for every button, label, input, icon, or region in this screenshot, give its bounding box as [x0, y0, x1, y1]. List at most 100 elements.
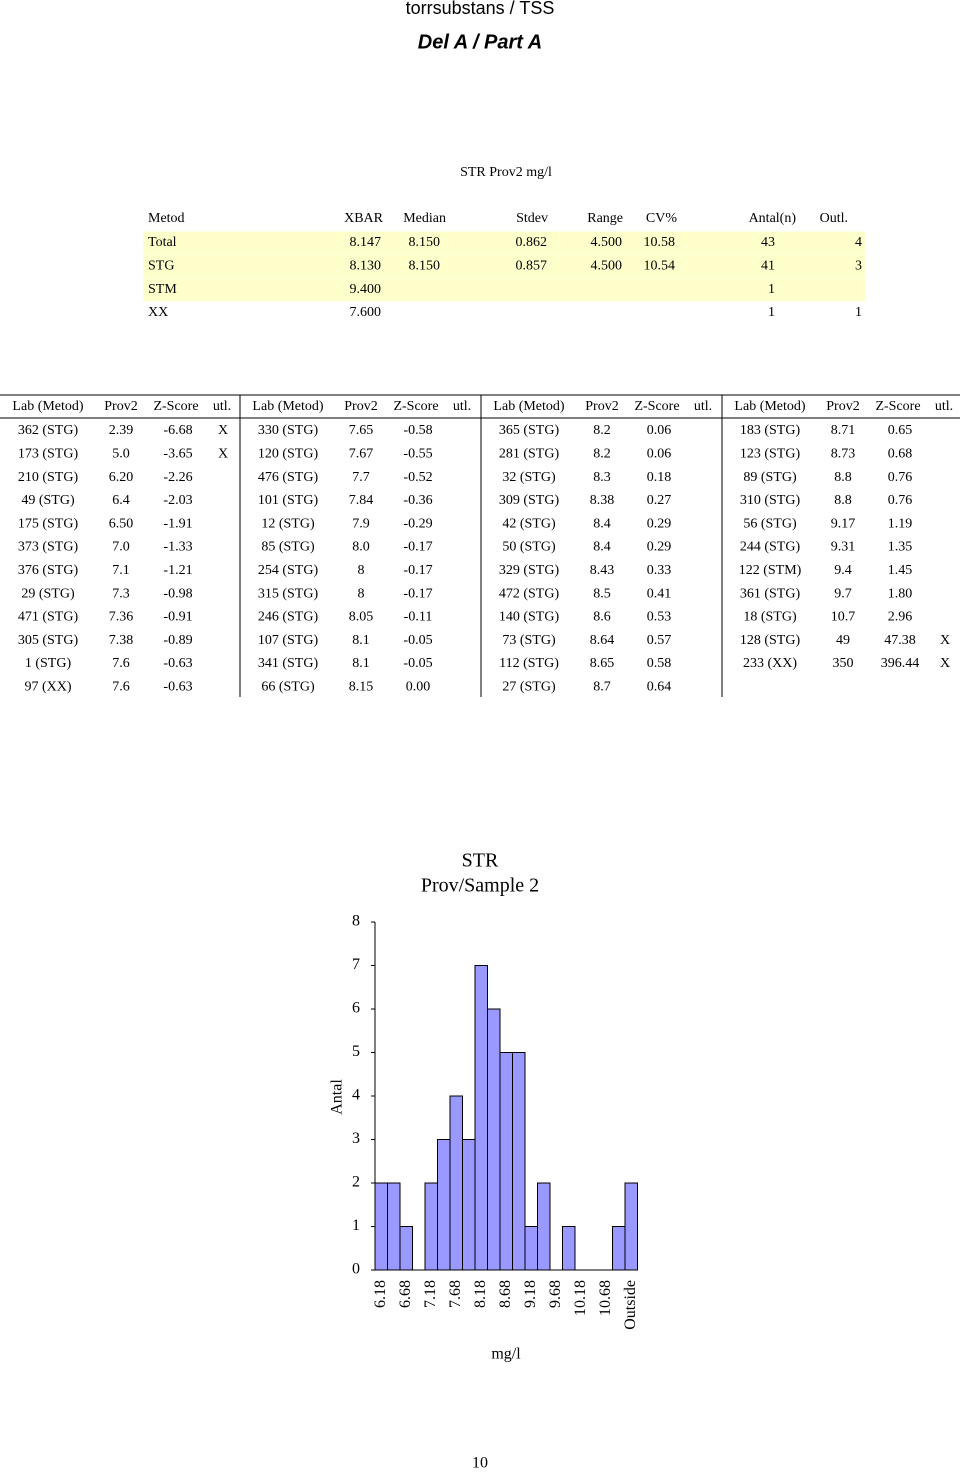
- bar: [562, 1226, 576, 1271]
- table-cell: 8.1: [352, 656, 370, 671]
- table-cell: 41: [761, 259, 775, 274]
- table-cell: 0.57: [647, 633, 672, 648]
- column-header: Antal(n): [749, 211, 797, 226]
- table-cell: 7.9: [352, 516, 370, 531]
- table-cell: -0.63: [163, 656, 192, 671]
- table-cell: 73 (STG): [502, 633, 556, 648]
- x-tick-label: 7.18: [422, 1280, 439, 1308]
- table-cell: 1.19: [888, 516, 913, 531]
- bar: [537, 1182, 551, 1271]
- row-highlight: [143, 254, 865, 278]
- table-cell: 56 (STG): [743, 516, 797, 531]
- table-cell: 350: [833, 656, 854, 671]
- table-cell: 8.147: [350, 235, 382, 250]
- page-subtitle: Del A / Part A: [418, 31, 542, 53]
- table-cell: -3.65: [163, 447, 192, 462]
- table-cell: X: [218, 423, 228, 438]
- table-cell: 6.20: [109, 470, 134, 485]
- x-axis-label: mg/l: [491, 1346, 521, 1363]
- table-cell: 472 (STG): [499, 586, 560, 601]
- table-cell: -0.05: [403, 656, 432, 671]
- column-header: Z-Score: [153, 399, 198, 414]
- x-tick-label: 8.18: [472, 1280, 489, 1308]
- table-cell: 0.33: [647, 563, 672, 578]
- table-cell: 244 (STG): [740, 540, 801, 555]
- table-cell: 0.76: [888, 470, 913, 485]
- table-cell: XX: [148, 305, 168, 320]
- table-cell: 0.27: [647, 493, 672, 508]
- table-cell: 365 (STG): [499, 423, 560, 438]
- table-cell: 0.29: [647, 540, 672, 555]
- table-cell: 8.130: [350, 259, 382, 274]
- table-cell: 8.4: [593, 516, 611, 531]
- table-cell: 2.96: [888, 610, 913, 625]
- table-cell: 173 (STG): [18, 447, 79, 462]
- table-cell: 373 (STG): [18, 540, 79, 555]
- table-cell: 471 (STG): [18, 610, 79, 625]
- table-cell: 140 (STG): [499, 610, 560, 625]
- table-cell: 27 (STG): [502, 680, 556, 695]
- table-cell: -0.36: [403, 493, 432, 508]
- table-cell: 8.150: [409, 259, 441, 274]
- table-cell: 0.65: [888, 423, 913, 438]
- table-cell: 0.857: [516, 259, 548, 274]
- table-cell: 101 (STG): [258, 493, 319, 508]
- table-cell: STG: [148, 259, 174, 274]
- column-header: Metod: [148, 211, 185, 226]
- table-cell: 7.36: [109, 610, 134, 625]
- column-header: Range: [587, 211, 623, 226]
- table-cell: 7.0: [112, 540, 130, 555]
- bar: [499, 1052, 513, 1271]
- table-cell: 8.0: [352, 540, 370, 555]
- x-tick-label: 10.68: [597, 1280, 614, 1316]
- column-header: Prov2: [585, 399, 618, 414]
- table-cell: 85 (STG): [261, 540, 315, 555]
- table-cell: 9.31: [831, 540, 856, 555]
- table-cell: 0.862: [516, 235, 548, 250]
- table-cell: 7.600: [350, 305, 382, 320]
- table-cell: 1 (STG): [25, 656, 72, 671]
- table-cell: 8.8: [834, 470, 852, 485]
- table-cell: 1: [768, 305, 775, 320]
- table-cell: X: [940, 656, 950, 671]
- table-cell: 123 (STG): [740, 447, 801, 462]
- table-cell: 6.4: [112, 493, 130, 508]
- table-cell: 329 (STG): [499, 563, 560, 578]
- chart-title: STR: [462, 850, 499, 872]
- x-tick-label: Outside: [622, 1280, 639, 1330]
- table-cell: 246 (STG): [258, 610, 319, 625]
- table-cell: 361 (STG): [740, 586, 801, 601]
- table-cell: 4.500: [591, 259, 623, 274]
- table-cell: 9.7: [834, 586, 852, 601]
- table-cell: 305 (STG): [18, 633, 79, 648]
- table-cell: 18 (STG): [743, 610, 797, 625]
- table-cell: -0.52: [403, 470, 432, 485]
- column-header: CV%: [646, 211, 677, 226]
- column-header: Z-Score: [875, 399, 920, 414]
- column-header: utl.: [935, 399, 953, 414]
- column-header: Z-Score: [393, 399, 438, 414]
- table-cell: Total: [148, 235, 177, 250]
- table-cell: 8.6: [593, 610, 611, 625]
- table-cell: -0.89: [163, 633, 192, 648]
- column-header: Prov2: [826, 399, 859, 414]
- table-cell: 1.45: [888, 563, 913, 578]
- table-cell: 50 (STG): [502, 540, 556, 555]
- bar: [487, 1008, 501, 1271]
- table-cell: 32 (STG): [502, 470, 556, 485]
- x-tick-label: 7.68: [447, 1280, 464, 1308]
- column-header: utl.: [453, 399, 471, 414]
- y-tick-label: 7: [352, 956, 360, 973]
- table-cell: 9.17: [831, 516, 856, 531]
- column-header: Lab (Metod): [493, 399, 564, 414]
- bar: [462, 1139, 476, 1271]
- table-cell: -2.26: [163, 470, 192, 485]
- table-cell: 7.6: [112, 656, 130, 671]
- x-tick-label: 6.18: [372, 1280, 389, 1308]
- table-cell: 8.2: [593, 423, 611, 438]
- chart-subtitle: Prov/Sample 2: [421, 875, 539, 897]
- table-cell: 122 (STM): [739, 563, 802, 578]
- table-cell: 49 (STG): [21, 493, 75, 508]
- table-cell: 0.00: [406, 680, 431, 695]
